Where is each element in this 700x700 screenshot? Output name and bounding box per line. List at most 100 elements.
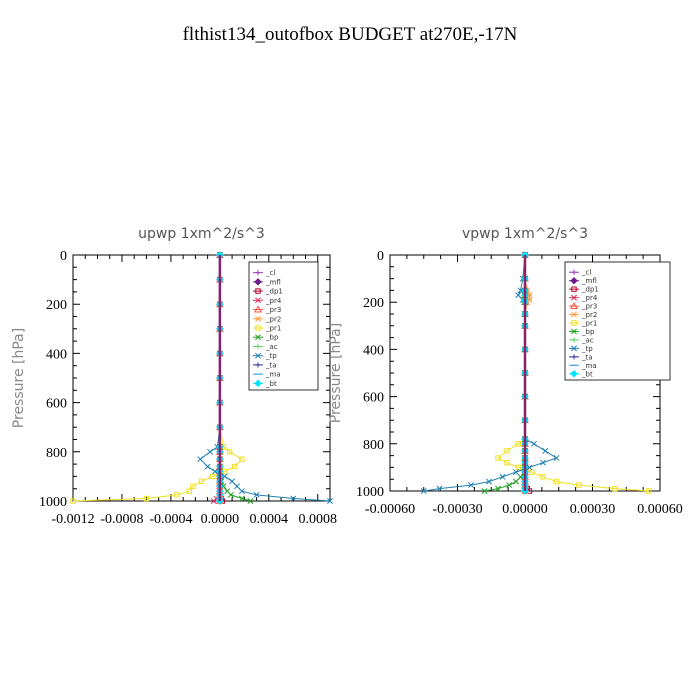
legend-label: _pr4 [581,294,598,302]
data-point [212,468,218,475]
legend-item: _dp1 [569,286,599,294]
data-point [190,483,196,489]
legend-box [564,261,671,381]
data-point [515,441,521,447]
data-point [327,498,333,504]
data-point [231,463,238,470]
legend-marker [255,352,261,359]
data-point [174,492,180,498]
legend-marker [255,325,261,331]
series-line [423,254,558,492]
y-tick-label: 400 [363,343,384,358]
legend-item: _pr2 [569,311,597,319]
legend-label: _mfl [265,278,281,286]
legend-marker [570,370,578,378]
legend-item: _ma [569,362,597,370]
legend-item: _bp [253,334,279,342]
legend-item: _pr3 [569,302,597,311]
y-axis-label: Pressure [hPa] [11,328,27,428]
legend-marker [255,270,261,276]
data-point [504,448,510,454]
legend-label: _ma [581,362,597,370]
data-point [499,473,506,480]
data-point [531,440,537,447]
data-point [553,478,560,485]
legend-item: _bt [253,379,277,388]
data-point [517,473,524,480]
legend-marker [570,302,578,309]
legend-marker [571,354,577,360]
legend-marker [571,269,577,275]
legend-label: _mfl [581,277,597,285]
legend-item: _pr1 [253,325,281,333]
data-point [247,498,254,504]
legend-item: _ta [253,361,277,369]
legend-label: _bp [265,334,279,342]
legend-label: _pr3 [265,306,281,314]
y-tick-label: 200 [46,298,67,313]
legend-marker [570,276,578,285]
legend-label: _pr1 [581,320,597,328]
data-point [495,485,501,492]
data-point [517,287,524,294]
y-tick-label: 1000 [39,495,67,510]
legend-label: _bt [265,380,277,388]
legend-label: _ta [581,353,593,361]
legend-item: _ac [253,343,278,351]
data-point [540,474,546,480]
legend-label: _ta [265,361,277,369]
data-point [290,495,297,502]
x-tick-label: -0.0008 [100,512,143,527]
data-point [210,498,217,504]
x-tick-label: -0.00030 [432,502,482,517]
data-point [221,473,228,480]
data-point [486,478,492,485]
legend-label: _pr4 [265,297,282,305]
data-point [576,482,582,488]
legend-marker [255,288,261,294]
legend-label: _dp1 [581,286,599,294]
legend-item: _pr4 [569,294,598,302]
data-point [227,491,234,498]
data-point [198,478,205,485]
x-tick-label: -0.00060 [365,502,415,517]
legend-item: _pr4 [253,297,282,305]
legend-label: _bt [581,370,593,378]
legend-marker [571,311,577,318]
data-point [234,483,240,490]
legend-item: _dp1 [253,288,283,296]
y-tick-label: 600 [46,397,67,412]
legend-marker [571,345,577,352]
data-point [513,469,519,476]
legend-label: _cl [265,269,275,277]
legend-label: _ac [265,343,278,351]
data-point [515,292,522,299]
legend-marker [571,320,577,326]
data-point [436,485,443,492]
vpwp-panel: vpwp 1xm^2/s^3 Pressure [hPa] 0 200 400 600 80… [328,226,683,517]
data-point [540,459,546,466]
legend-marker [255,362,261,368]
data-point [553,455,560,461]
legend-label: _pr1 [265,325,281,333]
legend-item: _ac [569,336,594,344]
legend-marker [255,315,261,322]
x-tick-label: 0.0008 [299,512,338,527]
panel-title: vpwp 1xm^2/s^3 [462,226,588,242]
x-tick-label: 0.0004 [250,512,289,527]
legend-marker [254,305,262,313]
data-point [612,485,618,492]
legend-label: _pr2 [265,315,281,323]
legend-label: _tp [581,345,593,353]
y-tick-label: 600 [363,391,384,406]
legend-label: _tp [265,352,277,360]
legend-marker [571,337,577,343]
legend-label: _ac [581,336,594,344]
y-tick-label: 400 [46,347,67,362]
legend-label: _pr2 [581,311,597,319]
legend-item: _pr3 [253,305,281,314]
data-point [143,495,150,502]
legend-item: _mfl [569,276,597,285]
legend-marker [255,334,261,341]
y-tick-label: 200 [363,296,384,311]
